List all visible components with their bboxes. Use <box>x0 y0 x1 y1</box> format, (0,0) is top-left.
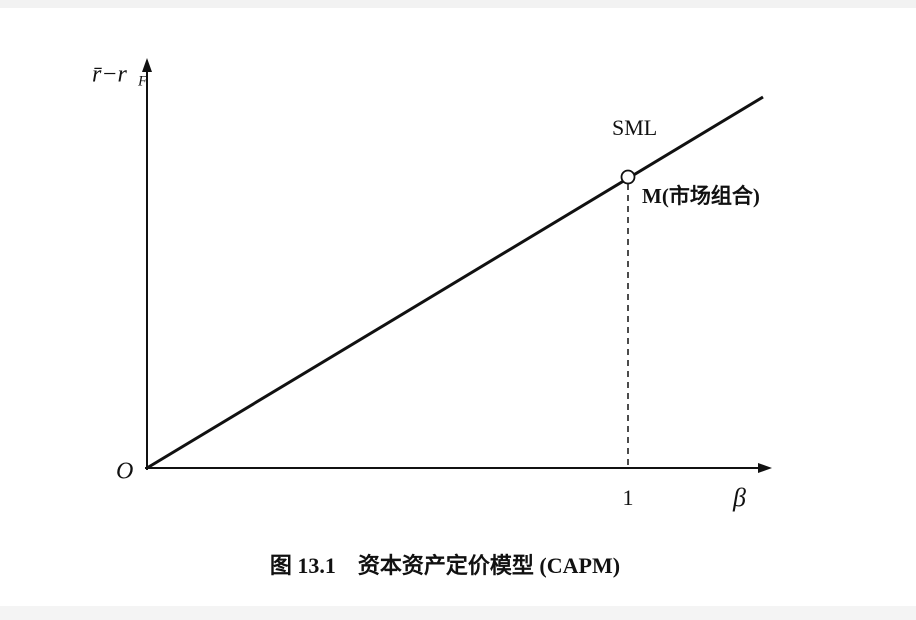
sml-line <box>146 95 764 470</box>
line-label: SML <box>612 115 657 140</box>
market-portfolio-point <box>620 169 636 185</box>
bottom-edge <box>0 606 916 620</box>
x-tick-label: 1 <box>623 485 634 510</box>
origin-label: O <box>116 459 133 485</box>
x-axis-label: β <box>732 483 746 512</box>
caption: 图 13.1 资本资产定价模型 (CAPM) <box>270 553 620 578</box>
y-axis-arrow <box>142 58 152 72</box>
top-edge <box>0 0 916 8</box>
y-axis-label-subscript: F <box>137 73 148 89</box>
y-axis-label: r̄−r <box>92 62 128 88</box>
point-label: M(市场组合) <box>642 184 760 208</box>
x-axis-arrow <box>758 463 772 473</box>
